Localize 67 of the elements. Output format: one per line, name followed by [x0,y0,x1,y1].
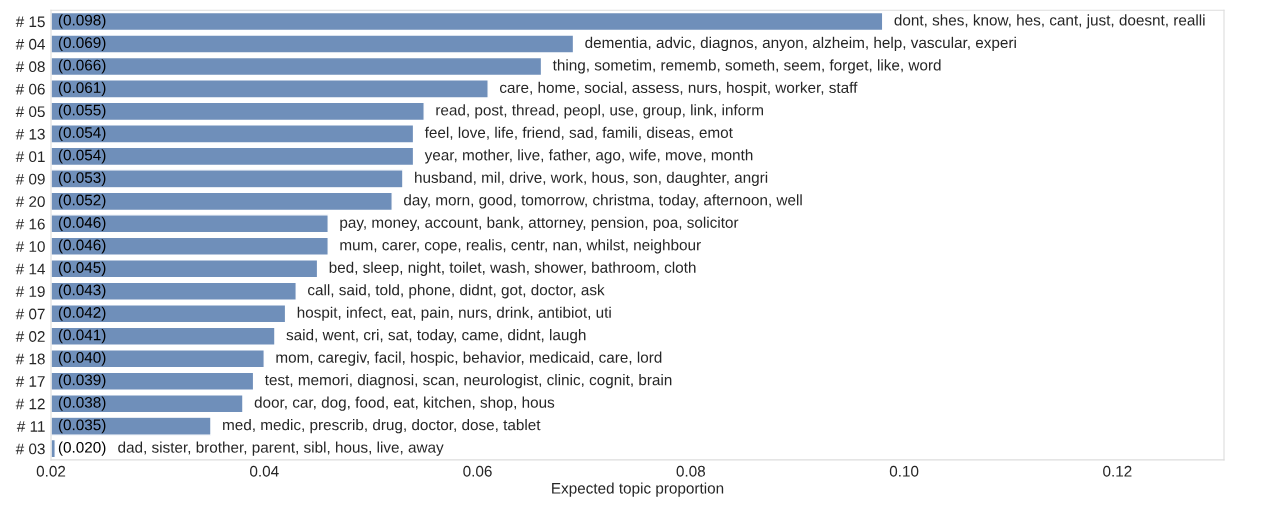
annotation: bed, sleep, night, toilet, wash, shower, bathroom, cloth [329,261,696,276]
x-tick-label: 0.06 [463,465,492,477]
data-label: (0.045) [58,261,106,276]
annotation: dementia, advic, diagnos, anyon, alzheim, help, vascular, experi [585,36,1016,52]
y-tick-label: # 04 [15,38,45,50]
y-tick-label: # 09 [15,173,45,185]
data-label: (0.066) [58,59,106,74]
data-label: (0.098) [58,14,106,29]
y-tick-label: # 01 [15,151,45,163]
data-label: (0.040) [58,351,106,366]
annotation: test, memori, diagnosi, scan, neurologist, clinic, cognit, brain [264,374,672,389]
y-tick-label: # 08 [15,61,45,73]
data-label: (0.039) [58,374,106,389]
y-tick-label: # 03 [15,443,45,455]
data-label: (0.069) [58,36,106,52]
data-label: (0.042) [58,306,106,321]
annotation: mom, caregiv, facil, hospic, behavior, medicaid, care, lord [276,351,662,366]
y-tick-label: # 17 [15,376,45,387]
y-tick-label: # 05 [15,106,45,118]
y-tick-label: # 14 [15,263,45,275]
y-tick-label: # 19 [15,286,45,297]
annotation: care, home, social, assess, nurs, hospit, worker, staff [499,81,858,97]
y-tick-label: # 10 [15,241,45,252]
annotation: door, car, dog, food, eat, kitchen, shop, hous [254,396,555,411]
data-label: (0.046) [58,239,106,254]
data-label: (0.043) [58,284,106,299]
y-tick-label: # 02 [15,331,45,342]
y-tick-label: # 20 [15,196,45,208]
annotation: hospit, infect, eat, pain, nurs, drink, antibiot, uti [297,306,611,321]
y-tick-label: # 18 [15,353,45,365]
annotation: call, said, told, phone, didnt, got, doctor, ask [308,284,605,299]
annotation: feel, love, life, friend, sad, famili, diseas, emot [424,126,733,140]
annotation: pay, money, account, bank, attorney, pension, poa, solicitor [340,216,739,231]
data-label: (0.052) [58,194,106,209]
data-label: (0.020) [58,441,106,456]
x-tick-label: 0.08 [676,465,706,477]
x-axis-title: Expected topic proportion [552,482,724,497]
y-tick-label: # 06 [15,83,45,95]
x-tick-label: 0.12 [1103,465,1132,477]
data-label: (0.055) [58,104,106,119]
data-label: (0.054) [58,126,106,141]
annotation: mum, carer, cope, realis, centr, nan, whilst, neighbour [340,239,701,254]
data-label: (0.035) [58,419,106,434]
annotation: dad, sister, brother, parent, sibl, hous, live, away [118,441,444,456]
data-label: (0.041) [58,329,106,344]
y-tick-label: # 07 [15,308,45,320]
y-tick-label: # 16 [15,218,45,230]
y-tick-label: # 12 [15,398,45,410]
annotation: said, went, cri, sat, today, came, didnt, laugh [286,329,586,344]
data-label: (0.046) [58,216,106,231]
y-tick-label: # 15 [15,16,45,28]
x-tick-label: 0.02 [36,465,66,477]
x-tick-label: 0.10 [889,465,919,477]
data-label: (0.054) [58,149,106,164]
annotation: day, morn, good, tomorrow, christma, today, afternoon, well [403,194,802,209]
annotation: read, post, thread, peopl, use, group, link, inform [436,104,763,119]
annotation: dont, shes, know, hes, cant, just, doesnt, realli [894,14,1205,29]
annotation: husband, mil, drive, work, hous, son, daughter, angri [415,171,768,186]
x-tick-label: 0.04 [250,465,279,477]
y-tick-label: # 11 [16,421,45,432]
annotation: med, medic, prescrib, drug, doctor, dose, tablet [223,419,541,434]
data-label: (0.061) [58,81,106,97]
data-label: (0.038) [58,396,106,411]
annotation: year, mother, live, father, ago, wife, move, month [424,149,753,164]
data-label: (0.053) [58,171,106,186]
annotation: thing, sometim, rememb, someth, seem, forget, like, word [552,59,941,74]
y-tick-label: # 13 [15,128,45,140]
